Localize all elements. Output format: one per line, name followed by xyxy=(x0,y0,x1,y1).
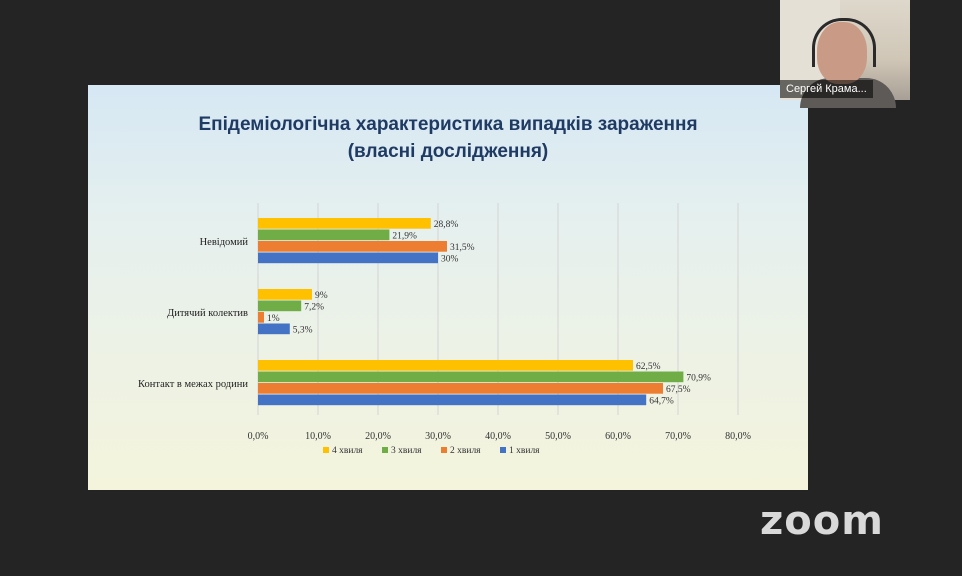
x-tick-label: 10,0% xyxy=(305,431,331,442)
legend-swatch xyxy=(382,447,388,453)
bar xyxy=(258,383,663,394)
bar xyxy=(258,394,647,406)
data-label: 28,8% xyxy=(434,220,459,230)
category-label: Невідомий xyxy=(200,237,249,248)
bar xyxy=(258,360,633,371)
bar xyxy=(258,218,431,229)
data-label: 64,7% xyxy=(649,397,674,407)
x-tick-label: 20,0% xyxy=(365,431,391,442)
participant-name-label: Сергей Крама... xyxy=(780,80,873,98)
bar-chart: 0,0% 10,0% 20,0% 30,0% 40,0% 50,0% 60,0% 70,0% 8… xyxy=(138,203,751,456)
category-label: Контакт в межах родини xyxy=(138,379,248,390)
bar xyxy=(258,229,390,241)
x-tick-label: 0,0% xyxy=(248,431,269,442)
data-label: 67,5% xyxy=(666,385,691,395)
data-label: 7,2% xyxy=(304,303,324,313)
data-label: 62,5% xyxy=(636,362,661,372)
slide-title: Епідеміологічна характеристика випадків … xyxy=(88,111,808,165)
x-tick-label: 80,0% xyxy=(725,431,751,442)
slide-title-line2: (власні дослідження) xyxy=(347,141,549,162)
legend-label: 1 хвиля xyxy=(509,446,540,456)
data-label: 30% xyxy=(441,255,459,265)
presentation-slide: Епідеміологічна характеристика випадків … xyxy=(88,85,808,490)
data-label: 9% xyxy=(315,291,328,301)
bar xyxy=(258,289,312,300)
legend-label: 4 хвиля xyxy=(332,446,363,456)
legend-label: 3 хвиля xyxy=(391,446,422,456)
x-tick-label: 70,0% xyxy=(665,431,691,442)
x-tick-label: 60,0% xyxy=(605,431,631,442)
category-label: Дитячий колектив xyxy=(167,308,248,319)
bar xyxy=(258,312,264,323)
slide-title-line1: Епідеміологічна характеристика випадків … xyxy=(198,114,698,135)
data-label: 21,9% xyxy=(392,232,417,242)
bar xyxy=(258,371,684,383)
x-tick-label: 40,0% xyxy=(485,431,511,442)
data-label: 1% xyxy=(267,314,280,324)
legend-swatch xyxy=(323,447,329,453)
headset-icon xyxy=(812,18,876,67)
legend-swatch xyxy=(441,447,447,453)
bar xyxy=(258,241,447,252)
data-label: 5,3% xyxy=(293,326,313,336)
data-label: 31,5% xyxy=(450,243,475,253)
x-tick-label: 30,0% xyxy=(425,431,451,442)
zoom-logo: zoom xyxy=(760,498,884,544)
shared-screen: Епідеміологічна характеристика випадків … xyxy=(88,85,808,490)
legend-swatch xyxy=(500,447,506,453)
data-label: 70,9% xyxy=(686,374,711,384)
legend-label: 2 хвиля xyxy=(450,446,481,456)
bar xyxy=(258,323,290,335)
bar xyxy=(258,252,438,264)
x-tick-label: 50,0% xyxy=(545,431,571,442)
bar xyxy=(258,300,302,312)
